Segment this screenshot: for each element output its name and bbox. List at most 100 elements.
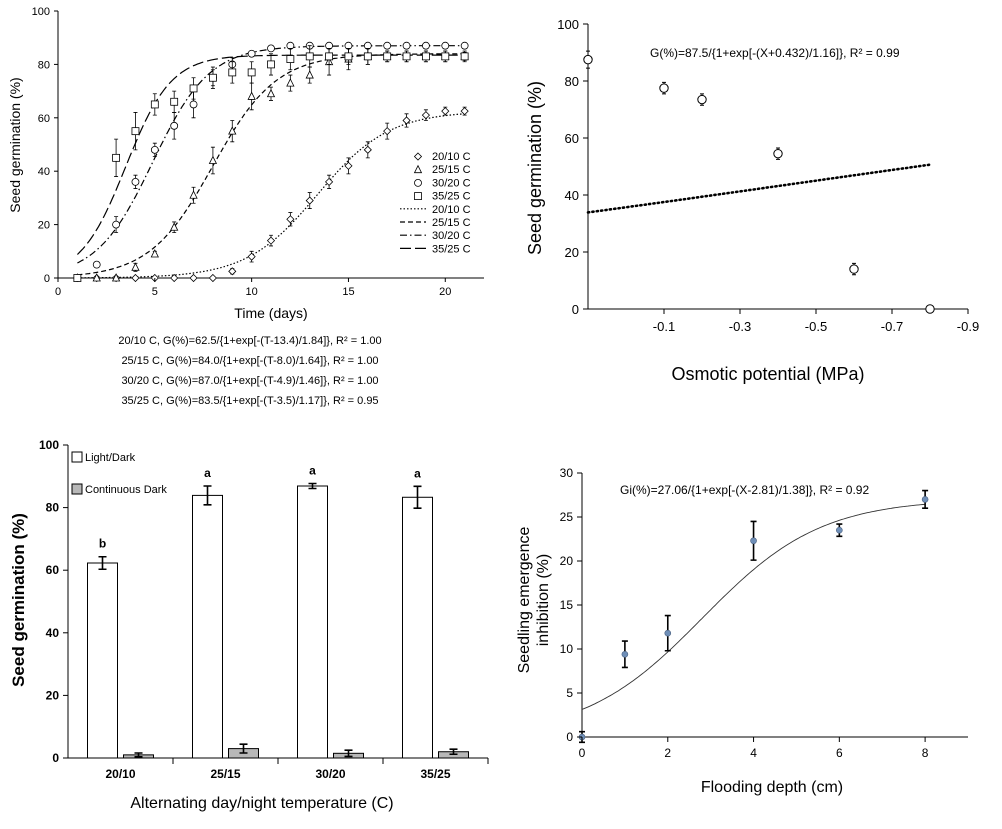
data-point-35-25-C (170, 97, 179, 106)
legend-swatch (71, 451, 83, 463)
data-point-25-15-C (305, 70, 314, 79)
data-point-35-25-C (73, 274, 82, 282)
legend-marker (414, 178, 422, 187)
data-point-20-10-C (189, 273, 198, 283)
panel-b-x-tick-label: -0.7 (881, 319, 903, 334)
bar-error (308, 482, 317, 490)
data-point-35-25-C (325, 52, 333, 61)
data-point-25-15-C (286, 78, 295, 87)
panel-d-data-point (750, 537, 757, 545)
panel-b-y-tick-label: 0 (572, 302, 579, 317)
legend-label: 25/15 C (432, 217, 471, 229)
data-point-20-10-C (170, 273, 179, 283)
panel-b-x-tick-label: -0.5 (805, 319, 827, 334)
bar-error (449, 748, 458, 756)
data-point-35-25-C (383, 52, 392, 61)
data-point-20-10-C (421, 111, 430, 120)
panel-d-y-tick-label: 20 (560, 554, 574, 568)
significance-letter: a (204, 466, 211, 480)
panel-d-data-point (664, 629, 672, 637)
panel-d-y-tick-label: 25 (560, 510, 574, 524)
data-point-30-20-C (267, 44, 275, 53)
panel-b-data-point (659, 83, 669, 93)
panel-b-fit-line (586, 163, 932, 214)
panel-a-x-tick-label: 20 (439, 286, 451, 298)
data-point-35-25-C (209, 73, 217, 82)
panel-a-y-tick-label: 100 (32, 6, 50, 18)
bar-error (98, 555, 107, 571)
legend-label: 25/15 C (432, 164, 471, 176)
data-point-35-25-C (247, 68, 256, 77)
legend-marker (414, 192, 422, 201)
panel-d-x-tick-label: 2 (664, 746, 671, 760)
data-point-30-20-C (422, 41, 430, 50)
equation-line: 35/25 C, G(%)=83.5/{1+exp[-(T-3.5)/1.17]… (121, 395, 378, 407)
panel-b-y-tick-label: 20 (565, 245, 579, 260)
bar-error (134, 752, 143, 758)
panel-b-y-tick-label: 40 (565, 188, 579, 203)
panel-d-x-tick-label: 0 (579, 746, 586, 760)
data-point-20-10-C (460, 107, 469, 116)
panel-a-y-tick-label: 0 (44, 273, 50, 285)
panel-b-y-tick-label: 60 (565, 131, 579, 146)
data-point-35-25-C (363, 52, 372, 61)
bar-error (239, 743, 248, 754)
panel-c-y-tick-label: 100 (39, 438, 59, 452)
data-point-35-25-C (228, 68, 237, 77)
fit-line-30-20-C (77, 45, 465, 264)
panel-d-y-tick-label: 30 (560, 466, 574, 480)
panel-c-y-label: Seed germination (%) (9, 513, 28, 687)
data-point-35-25-C (131, 127, 140, 136)
panel-d-equation: Gi(%)=27.06/{1+exp[-(X-2.81)/1.38]}, R² … (620, 483, 869, 497)
panel-c-x-tick-label: 20/10 (105, 767, 135, 781)
panel-c-x-tick-label: 30/20 (315, 767, 345, 781)
data-point-25-15-C (111, 273, 121, 282)
panel-osmotic: -0.1 -0.3 -0.5 -0.7 -0.9 0 20 40 60 80 100 G(%)=87… (525, 17, 979, 384)
bar-error (203, 485, 212, 506)
panel-c-y-tick-label: 60 (46, 563, 60, 577)
data-point-20-10-C (305, 196, 314, 205)
data-point-35-25-C (344, 52, 353, 61)
data-point-20-10-C (208, 273, 217, 283)
panel-c-x-tick-label: 35/25 (420, 767, 450, 781)
data-point-30-20-C (150, 145, 159, 154)
panel-a-x-tick-label: 0 (55, 286, 61, 298)
panel-d-x-tick-label: 8 (922, 746, 929, 760)
legend-marker (413, 152, 423, 161)
data-point-30-20-C (112, 220, 120, 229)
data-point-25-15-C (189, 190, 198, 199)
data-point-20-10-C (441, 107, 450, 116)
data-point-30-20-C (460, 41, 469, 50)
data-point-20-10-C (402, 116, 411, 125)
panel-d-y-label: Seedling emergence inhibition (%) (516, 527, 552, 674)
panel-d-y-tick-label: 0 (566, 730, 573, 744)
data-point-35-25-C (422, 52, 430, 61)
legend-marker (413, 164, 423, 174)
panel-a-x-tick-label: 10 (246, 286, 258, 298)
panel-a-x-label: Time (days) (234, 305, 307, 321)
panel-b-data-point (773, 148, 783, 159)
panel-b-x-label: Osmotic potential (MPa) (671, 364, 864, 384)
data-point-20-10-C (325, 177, 334, 186)
panel-c-x-label: Alternating day/night temperature (C) (130, 795, 393, 812)
bar-error (344, 749, 353, 758)
panel-a-y-tick-label: 80 (38, 59, 50, 71)
data-point-25-15-C (92, 273, 101, 282)
data-point-30-20-C (441, 41, 450, 50)
data-point-25-15-C (247, 91, 256, 100)
data-point-25-15-C (131, 262, 140, 271)
data-point-30-20-C (131, 177, 140, 186)
bar-light-dark (297, 485, 328, 759)
panel-b-data-point (925, 304, 935, 314)
data-point-30-20-C (402, 41, 411, 50)
panel-c-y-tick-label: 20 (46, 688, 60, 702)
panel-d-x-tick-label: 6 (836, 746, 843, 760)
data-point-20-10-C (383, 127, 392, 136)
panel-d-y-tick-label: 5 (566, 686, 573, 700)
data-point-30-20-C (92, 260, 101, 269)
panel-b-data-point (849, 264, 859, 274)
data-point-25-15-C (170, 222, 179, 231)
panel-light-dark: b a a a 0 20 40 60 80 100 20/10 25/15 30/20 35/25 Li… (9, 438, 489, 812)
legend-label: 35/25 C (432, 243, 471, 255)
